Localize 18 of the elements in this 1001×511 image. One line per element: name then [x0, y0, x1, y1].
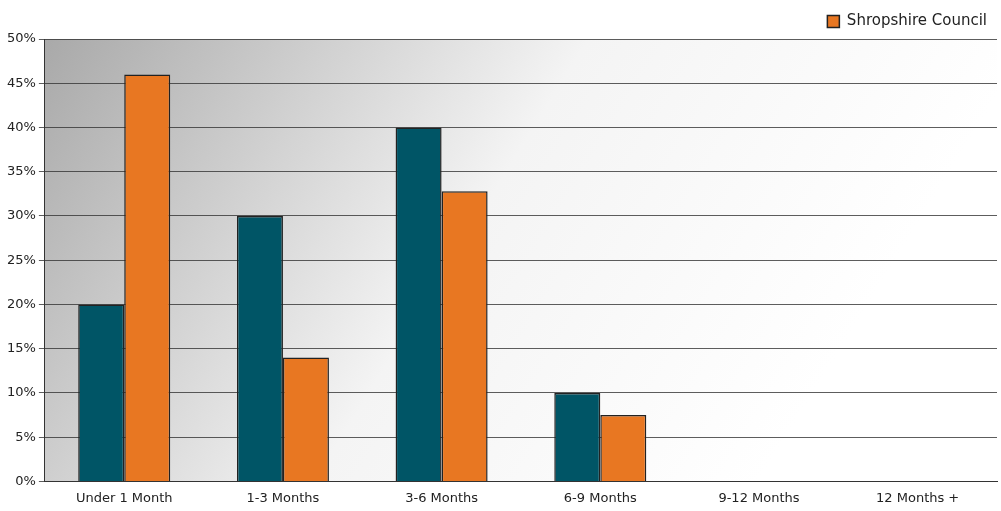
y-tick-label: 10%	[6, 384, 36, 400]
x-tick-label: 3-6 Months	[405, 489, 479, 505]
y-tick-label: 45%	[6, 74, 36, 90]
x-tick-label: 12 Months +	[876, 489, 960, 505]
y-tick-label: 35%	[6, 163, 36, 179]
legend-label: Shropshire Council	[846, 11, 988, 30]
y-tick-label: 15%	[6, 340, 36, 356]
x-tick-label: 9-12 Months	[718, 489, 800, 505]
y-tick-label: 30%	[6, 207, 36, 223]
y-tick-label: 5%	[15, 428, 36, 444]
y-tick-label: 20%	[6, 295, 36, 311]
y-tick-label: 40%	[6, 118, 36, 134]
x-tick-label: 1-3 Months	[246, 489, 320, 505]
y-tick-label: 0%	[15, 472, 36, 488]
y-tick-label: 25%	[6, 251, 36, 267]
x-tick-label: 6-9 Months	[563, 489, 637, 505]
y-tick-label: 50%	[6, 30, 36, 46]
x-tick-label: Under 1 Month	[75, 489, 173, 505]
